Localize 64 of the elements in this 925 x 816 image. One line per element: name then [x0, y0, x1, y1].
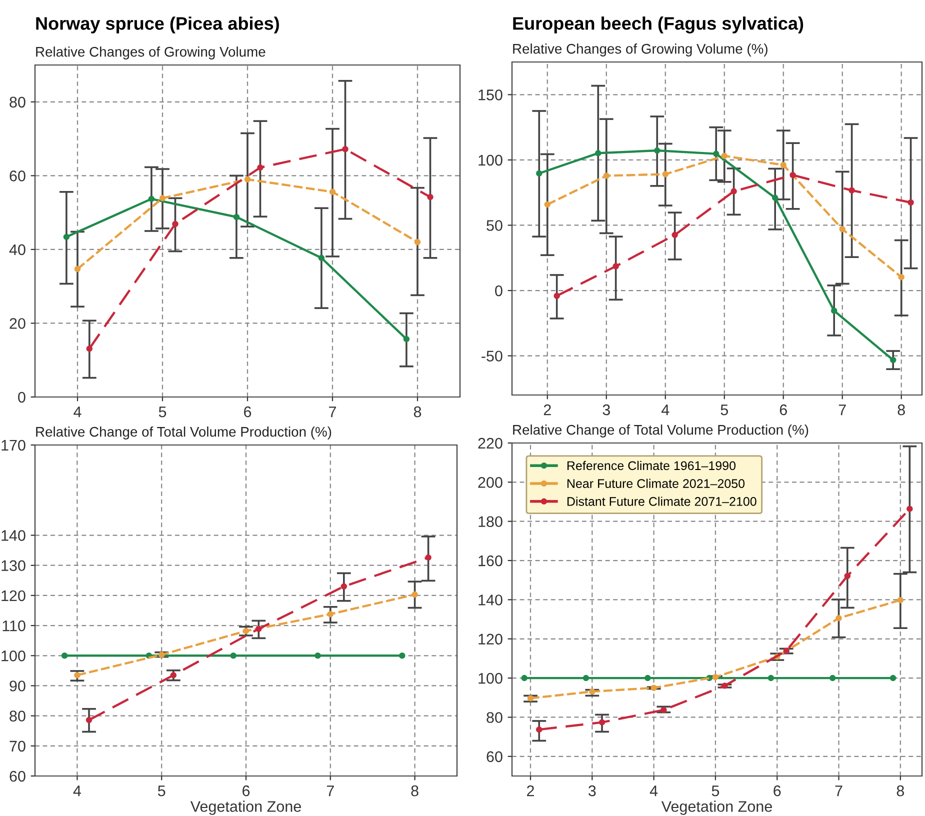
- x-tick-label: 3: [602, 404, 610, 416]
- x-tick-label: 3: [588, 785, 596, 796]
- x-tick-label: 4: [650, 786, 658, 796]
- y-tick-label: 140: [2, 530, 26, 541]
- y-tick-label: 100: [478, 672, 502, 684]
- y-tick-label: 50: [486, 220, 502, 231]
- x-tick-label: 8: [898, 404, 905, 416]
- y-axis-title: Relative Changes of Growing Volume: [36, 46, 266, 60]
- x-axis-title: Vegetation Zone: [661, 800, 772, 815]
- y-tick-label: 80: [10, 96, 26, 108]
- chart-title: European beech (Fagus sylvatica): [513, 16, 804, 34]
- x-tick-label: 4: [74, 406, 82, 418]
- y-tick-label: 140: [478, 594, 502, 606]
- x-tick-label: 7: [835, 786, 842, 796]
- y-tick-label: 90: [10, 680, 26, 692]
- y-axis-title: Relative Change of Total Volume Production (%): [36, 426, 332, 440]
- y-tick-label: 130: [2, 560, 26, 572]
- y-tick-label: 0: [18, 392, 26, 403]
- y-tick-label: 120: [478, 634, 502, 645]
- x-tick-label: 7: [326, 786, 334, 796]
- x-tick-label: 7: [329, 406, 336, 418]
- x-tick-label: 4: [73, 786, 81, 796]
- legend-label: Reference Climate 1961–1990: [567, 460, 736, 470]
- y-tick-label: 180: [478, 516, 502, 528]
- y-tick-label: -50: [482, 350, 502, 362]
- x-tick-label: 6: [242, 785, 250, 796]
- y-tick-label: 60: [10, 170, 26, 182]
- legend-label: Near Future Climate 2021–2050: [567, 478, 745, 488]
- y-tick-label: 70: [10, 740, 26, 752]
- x-tick-label: 6: [780, 404, 787, 416]
- x-tick-label: 5: [720, 404, 728, 416]
- x-tick-label: 5: [158, 786, 166, 796]
- x-tick-label: 8: [896, 785, 904, 796]
- x-tick-label: 2: [544, 404, 551, 416]
- x-tick-label: 7: [838, 404, 846, 416]
- y-tick-label: 80: [10, 710, 26, 722]
- y-tick-label: 120: [2, 590, 26, 602]
- x-tick-label: 5: [712, 786, 720, 796]
- y-tick-label: 80: [486, 712, 502, 723]
- y-tick-label: 160: [478, 555, 502, 566]
- y-tick-label: 60: [486, 751, 502, 762]
- legend-label: Distant Future Climate 2071–2100: [567, 496, 756, 506]
- x-tick-label: 4: [661, 404, 670, 416]
- x-tick-label: 6: [774, 785, 781, 796]
- y-tick-label: 60: [10, 770, 26, 782]
- x-tick-label: 5: [158, 406, 166, 418]
- y-axis-title: Relative Change of Total Volume Production (%): [513, 424, 808, 438]
- chart-title: Norway spruce (Picea abies): [36, 16, 279, 34]
- y-tick-label: 220: [478, 438, 502, 449]
- x-tick-label: 6: [244, 406, 252, 418]
- x-tick-label: 8: [411, 785, 418, 796]
- y-tick-label: 100: [2, 650, 26, 662]
- y-tick-label: 100: [478, 154, 502, 166]
- y-tick-label: 20: [10, 318, 26, 329]
- y-tick-label: 0: [495, 285, 502, 296]
- y-tick-label: 40: [9, 244, 26, 256]
- y-tick-label: 200: [478, 477, 502, 488]
- x-tick-label: 2: [527, 785, 534, 796]
- y-tick-label: 150: [478, 90, 502, 100]
- y-axis-title: Relative Changes of Growing Volume (%): [513, 44, 768, 56]
- x-axis-title: Vegetation Zone: [190, 800, 301, 815]
- x-tick-label: 8: [414, 406, 422, 418]
- y-tick-label: 170: [2, 440, 26, 451]
- y-tick-label: 110: [2, 620, 26, 632]
